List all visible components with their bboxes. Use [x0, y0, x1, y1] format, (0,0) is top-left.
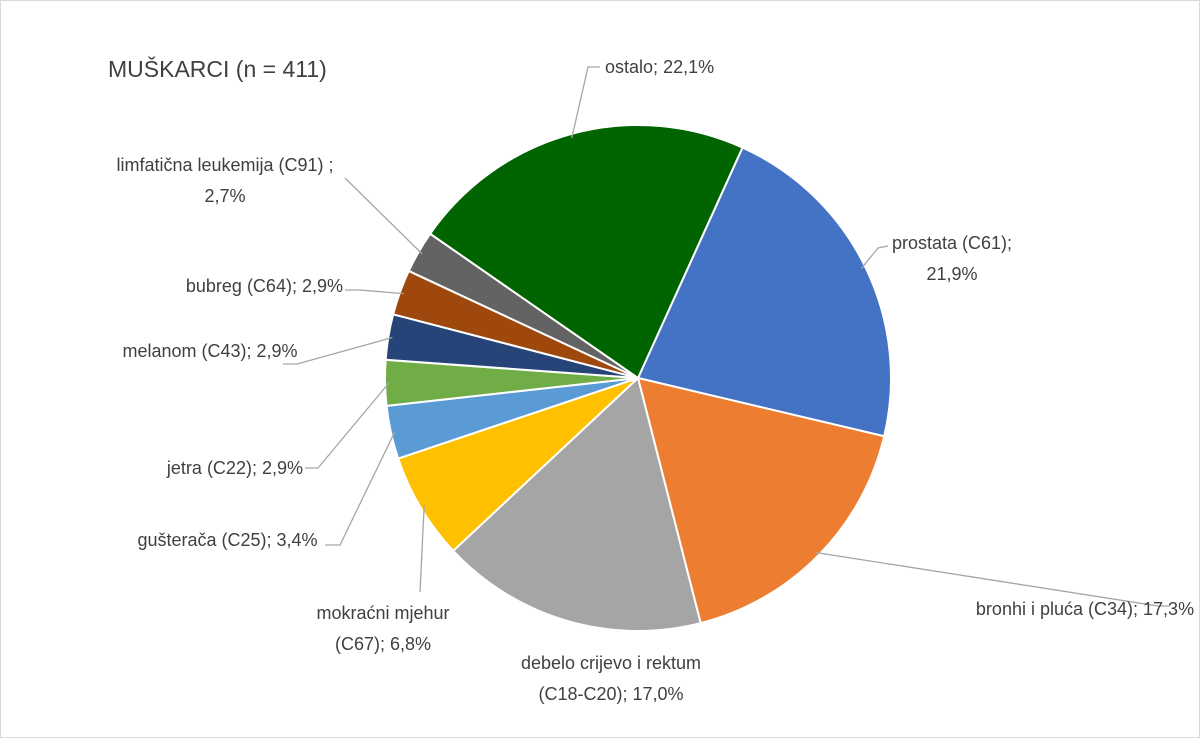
pie-slice — [428, 124, 744, 380]
data-label: ostalo; 22,1% — [605, 52, 805, 83]
label-category: jetra (C22); — [166, 458, 257, 478]
data-label: debelo crijevo i rektum (C18-C20); 17,0% — [518, 648, 704, 710]
pie-slice — [636, 146, 892, 438]
label-category: bronhi i pluća (C34); — [975, 599, 1139, 619]
label-category: debelo crijevo i rektum (C18-C20); — [520, 653, 702, 704]
label-category: melanom (C43); — [122, 341, 252, 361]
label-value: 17,3% — [1143, 599, 1195, 619]
data-label: jetra (C22); 2,9% — [60, 453, 303, 484]
label-value: 2,9% — [261, 458, 303, 478]
data-label: limfatična leukemija (C91) ; 2,7% — [100, 150, 350, 212]
pie-slice — [451, 376, 702, 632]
label-category: ostalo; — [605, 57, 659, 77]
leader-line — [861, 245, 889, 269]
pie-slice — [636, 376, 886, 625]
leader-line — [571, 66, 600, 139]
data-label: prostata (C61); 21,9% — [872, 228, 1032, 290]
data-label: melanom (C43); 2,9% — [110, 336, 310, 367]
leader-line — [305, 382, 390, 469]
leader-line — [419, 505, 425, 593]
leader-line — [815, 551, 1170, 607]
label-category: bubreg (C64); — [185, 276, 297, 296]
label-value: 21,9% — [926, 264, 978, 284]
label-value: 17,0% — [632, 684, 684, 704]
label-value: 2,9% — [301, 276, 343, 296]
data-label: mokraćni mjehur (C67); 6,8% — [298, 598, 468, 660]
leader-line — [325, 431, 396, 546]
pie-slice — [396, 377, 639, 553]
label-category: mokraćni mjehur (C67); — [316, 603, 450, 654]
label-category: limfatična leukemija (C91) ; — [116, 155, 334, 175]
leader-line — [283, 336, 393, 365]
label-value: 3,4% — [276, 530, 318, 550]
label-category: gušterača (C25); — [137, 530, 272, 550]
label-value: 2,9% — [256, 341, 298, 361]
label-value: 22,1% — [663, 57, 715, 77]
leader-line — [344, 177, 423, 255]
data-label: bubreg (C64); 2,9% — [60, 271, 343, 302]
leader-line — [345, 289, 404, 295]
label-value: 2,7% — [204, 186, 246, 206]
label-value: 6,8% — [390, 634, 432, 654]
data-label: bronhi i pluća (C34); 17,3% — [960, 594, 1200, 625]
label-category: prostata (C61); — [891, 233, 1013, 253]
data-label: gušterača (C25); 3,4% — [120, 525, 335, 556]
chart-title: MUŠKARCI (n = 411) — [108, 56, 327, 82]
